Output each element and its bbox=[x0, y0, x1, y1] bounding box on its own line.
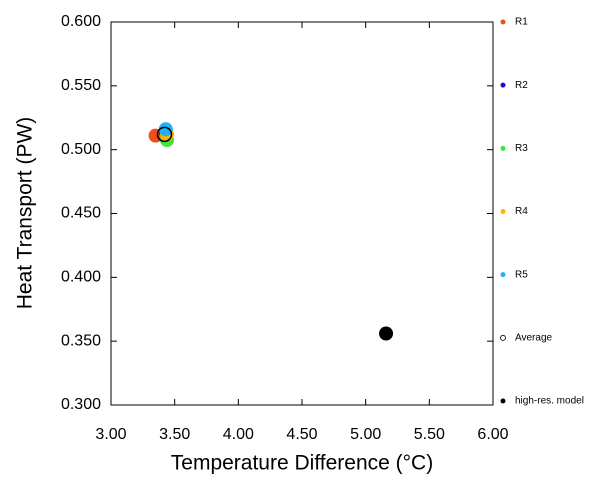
point bbox=[156, 126, 173, 143]
point bbox=[379, 326, 394, 341]
legend-marker bbox=[500, 209, 506, 214]
y-tick-label: 0.400 bbox=[61, 269, 101, 286]
x-tick-label: 4.00 bbox=[223, 426, 254, 443]
legend-label: R4 bbox=[515, 206, 528, 217]
legend-label: R2 bbox=[515, 80, 528, 91]
x-tick-label: 3.50 bbox=[159, 426, 190, 443]
legend-marker bbox=[500, 19, 506, 25]
legend-label: Average bbox=[515, 332, 553, 343]
legend-label: R3 bbox=[515, 143, 528, 154]
legend-marker bbox=[500, 272, 506, 278]
y-tick-label: 0.450 bbox=[61, 205, 101, 222]
legend-label: high-res. model bbox=[515, 396, 584, 407]
y-tick-label: 0.550 bbox=[61, 77, 101, 94]
y-tick-label: 0.600 bbox=[61, 13, 101, 30]
y-tick-label: 0.300 bbox=[61, 396, 101, 413]
y-tick-label: 0.500 bbox=[61, 141, 101, 158]
x-tick-label: 5.00 bbox=[350, 426, 381, 443]
legend-marker bbox=[500, 145, 506, 151]
legend-label: R5 bbox=[515, 269, 528, 280]
x-tick-label: 4.50 bbox=[286, 426, 317, 443]
legend-marker bbox=[500, 398, 506, 404]
plot-frame bbox=[110, 21, 494, 406]
legend-label: R1 bbox=[515, 17, 528, 28]
x-axis-title: Temperature Difference (°C) bbox=[171, 452, 433, 475]
legend-marker bbox=[500, 82, 506, 88]
point bbox=[158, 122, 173, 137]
y-tick-label: 0.350 bbox=[61, 332, 101, 349]
y-axis-title: Heat Transport (PW) bbox=[14, 117, 37, 310]
x-tick-label: 5.50 bbox=[414, 426, 445, 443]
legend-marker bbox=[500, 334, 506, 341]
x-tick-label: 6.00 bbox=[477, 426, 508, 443]
x-tick-label: 3.00 bbox=[95, 426, 126, 443]
